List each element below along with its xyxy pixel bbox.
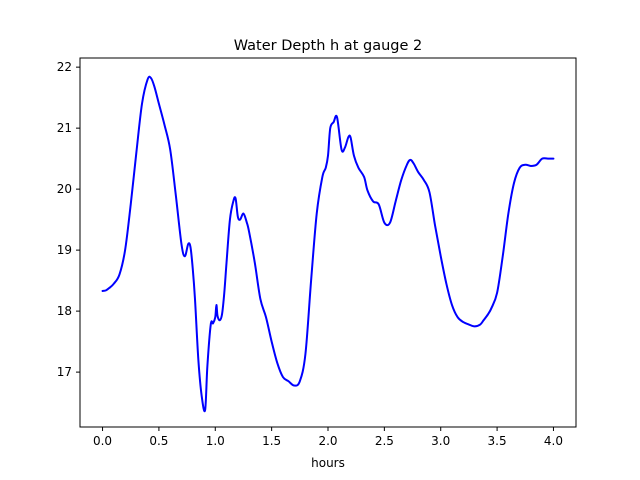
x-tick-label: 1.0 (206, 434, 225, 448)
y-tick-label: 22 (57, 60, 72, 74)
x-axis-label: hours (311, 456, 345, 470)
y-tick-label: 18 (57, 304, 72, 318)
x-tick-label: 3.0 (431, 434, 450, 448)
axes-frame (79, 57, 577, 428)
x-tick-label: 0.0 (93, 434, 112, 448)
y-tick-label: 20 (57, 182, 72, 196)
x-tick-label: 0.5 (149, 434, 168, 448)
x-tick-label: 4.0 (544, 434, 563, 448)
y-tick-label: 19 (57, 243, 72, 257)
x-tick-label: 2.0 (318, 434, 337, 448)
plot-area (101, 75, 555, 413)
y-tick-label: 21 (57, 121, 72, 135)
axis-ticks: 0.0 0.5 1.0 1.5 2.0 2.5 3.0 3.5 4.0 17 18 19 20 21 22 (57, 60, 563, 448)
chart-title: Water Depth h at gauge 2 (234, 38, 422, 54)
series-line (101, 75, 555, 413)
x-tick-label: 3.5 (488, 434, 507, 448)
y-tick-label: 17 (57, 365, 72, 379)
x-tick-label: 1.5 (262, 434, 281, 448)
x-tick-label: 2.5 (375, 434, 394, 448)
